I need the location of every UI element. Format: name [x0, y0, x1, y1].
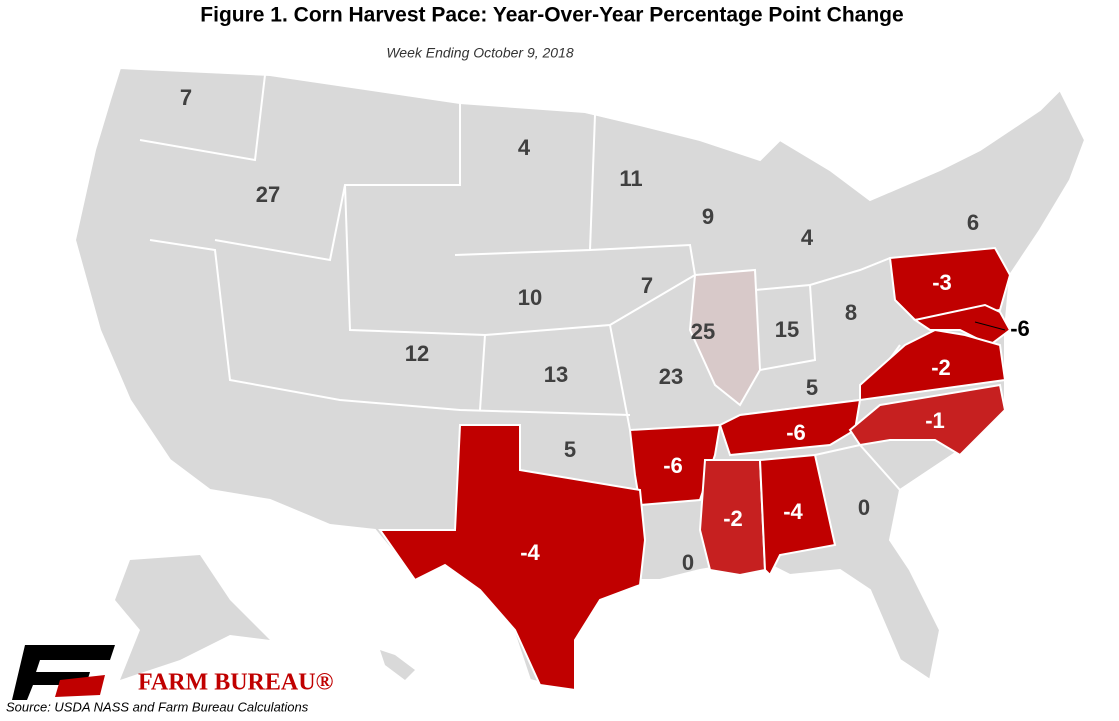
- title: Figure 1. Corn Harvest Pace: Year-Over-Y…: [200, 4, 903, 27]
- state-value: 4: [801, 225, 814, 250]
- state-value: -2: [931, 355, 951, 380]
- state-value: -2: [723, 506, 743, 531]
- state-value: 4: [518, 135, 531, 160]
- state-value: 9: [702, 204, 714, 229]
- state-shape: [758, 453, 837, 577]
- border: [139, 74, 266, 162]
- source: Source: USDA NASS and Farm Bureau Calcul…: [6, 699, 309, 714]
- border: [759, 284, 817, 371]
- state-shape: [688, 268, 762, 407]
- border: [609, 324, 631, 431]
- state-value: 27: [256, 182, 280, 207]
- leader-line: [974, 321, 1006, 331]
- state-value: 13: [544, 362, 568, 387]
- state-shape: [888, 246, 1012, 322]
- hawaii: [380, 650, 415, 680]
- state-shape: [628, 423, 722, 507]
- state-value: -4: [520, 540, 540, 565]
- state-value: -6: [1010, 316, 1030, 341]
- state-value: 6: [967, 210, 979, 235]
- border: [344, 184, 487, 411]
- alaska: [115, 555, 270, 680]
- state-value: 12: [405, 341, 429, 366]
- state-value: 23: [659, 364, 683, 389]
- subtitle: Week Ending October 9, 2018: [386, 45, 574, 61]
- state-value: 10: [518, 285, 542, 310]
- border: [754, 257, 891, 291]
- state-value: -4: [783, 499, 803, 524]
- state-value: 8: [845, 300, 857, 325]
- logo-mark: [12, 645, 115, 700]
- border: [149, 239, 631, 416]
- state-value: 5: [806, 375, 818, 400]
- state-value: -1: [925, 408, 945, 433]
- state-value: -6: [786, 420, 806, 445]
- logo-mark: [55, 675, 105, 697]
- state-value: 0: [682, 550, 694, 575]
- state-value: 15: [775, 317, 799, 342]
- logo: FARM BUREAU®: [12, 645, 334, 700]
- state-value: 0: [858, 495, 870, 520]
- state-shape: [859, 328, 1007, 402]
- state-shape: [848, 383, 1007, 457]
- state-value: 7: [180, 85, 192, 110]
- state-value: 25: [691, 319, 715, 344]
- logo-text: FARM BUREAU®: [138, 670, 334, 696]
- state-value: 11: [619, 166, 642, 191]
- state-value: -6: [663, 453, 683, 478]
- state-value: 7: [641, 273, 653, 298]
- state-value: -3: [932, 270, 952, 295]
- state-value: 5: [564, 437, 576, 462]
- states: [378, 246, 1012, 692]
- state-shape: [378, 424, 647, 692]
